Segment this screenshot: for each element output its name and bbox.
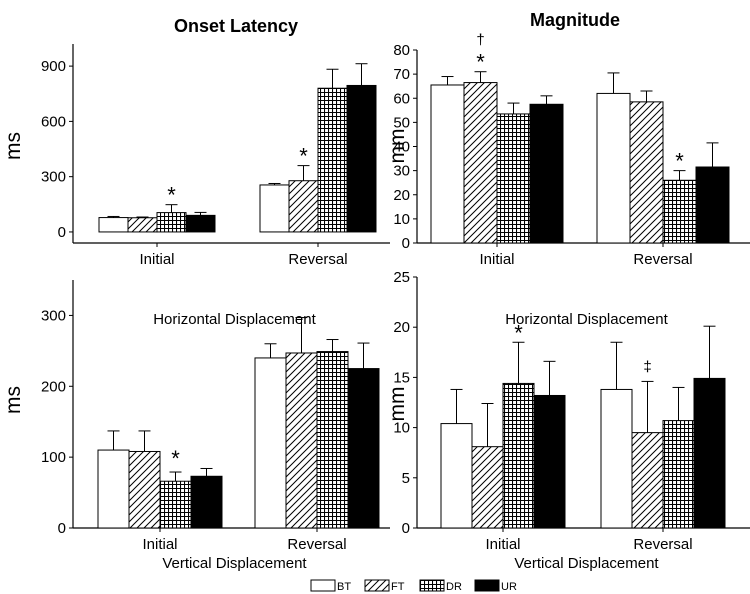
y-tick-label: 900 [41, 58, 66, 75]
bar-reversal-ur [693, 377, 726, 529]
bar-reversal-dr [317, 87, 348, 233]
bar-initial-ft [127, 217, 158, 233]
chart-panel-top-left: 0 300 600 900 ms Initial Reversal * * [2, 44, 390, 268]
bar-initial-ur [185, 214, 216, 233]
legend-label-bt: BT [337, 581, 351, 593]
bar-initial-dr [502, 382, 535, 529]
bar-initial-ft [463, 82, 498, 244]
chart-panel-bottom-right: 0 5 10 15 20 25 mm Initial Reversal Horizontal Di… [386, 269, 750, 572]
y-tick-label: 70 [393, 66, 410, 83]
bar-initial-dr [156, 212, 187, 233]
y-tick-label: 0 [58, 224, 66, 241]
y-tick-label: 50 [393, 114, 410, 131]
bar-reversal-bt [259, 184, 290, 233]
bar-reversal-dr [662, 179, 697, 244]
bar-initial-ur [529, 103, 564, 244]
y-axis-label: mm [386, 387, 409, 422]
bar-initial-dr [159, 480, 192, 529]
bar-reversal-dr [316, 351, 349, 529]
bar-reversal-ft [629, 101, 664, 244]
y-tick-label: 0 [402, 235, 410, 252]
bar-initial-bt [97, 449, 130, 529]
y-tick-label: 300 [41, 307, 66, 324]
significance-marker: * [171, 446, 180, 471]
y-tick-label: 25 [393, 269, 410, 286]
x-tick-label-initial: Initial [485, 536, 520, 553]
legend-label-dr: DR [446, 581, 462, 593]
legend-swatch-ur [474, 579, 500, 592]
bar-reversal-ur [346, 84, 377, 233]
y-tick-label: 80 [393, 42, 410, 59]
y-tick-label: 30 [393, 163, 410, 180]
bar-reversal-bt [600, 388, 633, 529]
bar-reversal-ft [285, 352, 318, 529]
x-tick-label-initial: Initial [139, 251, 174, 268]
bar-reversal-ft [288, 180, 319, 233]
significance-marker: * [675, 149, 684, 174]
panel-title: Horizontal Displacement [153, 311, 316, 328]
y-tick-label: 20 [393, 187, 410, 204]
significance-marker: * [167, 183, 176, 208]
bar-reversal-ft [631, 432, 664, 529]
significance-marker: ‡ [643, 358, 651, 375]
significance-marker: * [476, 50, 485, 75]
y-tick-label: 15 [393, 369, 410, 386]
bar-initial-bt [430, 84, 465, 244]
x-axis-label: Vertical Displacement [162, 555, 307, 572]
y-axis-label: ms [2, 386, 25, 414]
y-tick-label: 600 [41, 113, 66, 130]
bar-initial-dr [496, 113, 531, 244]
legend-swatch-ft [364, 579, 390, 592]
y-tick-label: 300 [41, 169, 66, 186]
y-tick-label: 5 [402, 470, 410, 487]
bar-initial-ft [471, 446, 504, 529]
x-tick-label-initial: Initial [142, 536, 177, 553]
bar-initial-bt [440, 423, 473, 529]
legend-label-ft: FT [391, 581, 405, 593]
y-tick-label: 10 [393, 420, 410, 437]
y-tick-label: 200 [41, 378, 66, 395]
y-tick-label: 20 [393, 319, 410, 336]
bar-initial-bt [98, 217, 129, 233]
panel-title: Horizontal Displacement [505, 311, 668, 328]
y-tick-label: 60 [393, 90, 410, 107]
x-tick-label-initial: Initial [479, 251, 514, 268]
x-tick-label-reversal: Reversal [287, 536, 346, 553]
y-tick-label: 100 [41, 449, 66, 466]
significance-marker: † [476, 32, 484, 49]
legend: BT FT DR UR [310, 579, 517, 593]
bar-reversal-bt [254, 357, 287, 529]
legend-label-ur: UR [501, 581, 517, 593]
y-tick-label: 0 [402, 520, 410, 537]
bar-initial-ur [190, 475, 223, 529]
column-title-onset-latency: Onset Latency [174, 16, 298, 36]
bar-reversal-ur [695, 166, 730, 244]
x-tick-label-reversal: Reversal [633, 536, 692, 553]
significance-marker: * [514, 320, 523, 345]
bar-reversal-bt [596, 92, 631, 244]
column-title-magnitude: Magnitude [530, 10, 620, 30]
chart-panel-bottom-left: 0 100 200 300 ms Initial Reversal Horizontal Di… [2, 280, 390, 572]
bar-initial-ft [128, 450, 161, 529]
bar-initial-ur [533, 394, 566, 529]
y-tick-label: 10 [393, 211, 410, 228]
legend-swatch-bt [310, 579, 336, 592]
x-axis-label: Vertical Displacement [514, 555, 659, 572]
y-axis-label: ms [2, 132, 25, 160]
x-tick-label-reversal: Reversal [288, 251, 347, 268]
y-axis-label: mm [386, 129, 409, 164]
bar-reversal-dr [662, 420, 695, 529]
y-tick-label: 0 [58, 520, 66, 537]
x-tick-label-reversal: Reversal [633, 251, 692, 268]
y-tick-label: 40 [393, 139, 410, 156]
legend-swatch-dr [419, 579, 445, 592]
significance-marker: * [299, 144, 308, 169]
bar-reversal-ur [347, 368, 380, 529]
